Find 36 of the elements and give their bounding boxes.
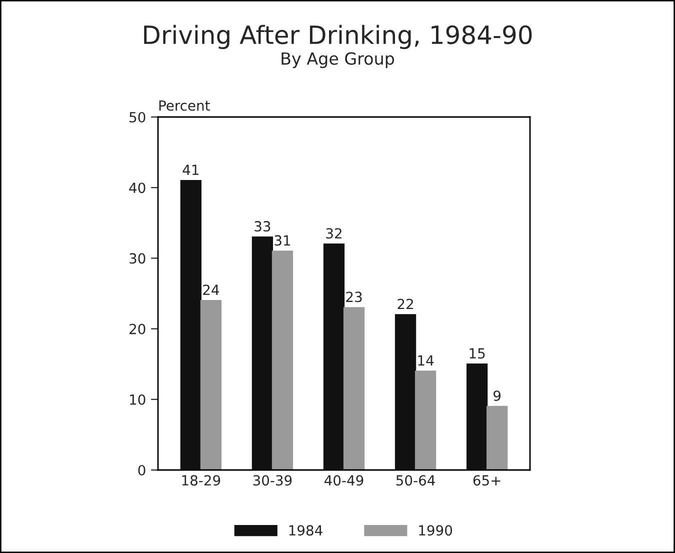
y-tick-label: 40 [129,182,146,194]
legend-label: 1984 [289,525,322,536]
chart-title: Driving After Drinking, 1984-90 [144,24,532,50]
y-tick-label: 0 [138,464,146,476]
data-label: 23 [346,292,362,302]
y-tick-label: 50 [130,112,146,122]
bar [394,314,416,470]
data-label: 31 [274,235,290,246]
x-tick-label: 40-49 [324,475,364,486]
bar [486,406,508,470]
x-tick-label: 50-64 [396,475,435,486]
bar [466,364,488,470]
data-label: 33 [254,221,270,232]
data-label: 32 [326,228,342,239]
legend-label: 1990 [419,525,452,536]
bar [323,244,345,470]
bar [343,307,365,470]
data-label: 9 [494,390,501,401]
chart-subtitle: By Age Group [282,52,394,68]
data-label: 22 [398,298,413,310]
bar [272,250,294,470]
bar [180,180,202,470]
y-tick-label: 30 [130,253,146,264]
x-tick-label: 30-39 [253,475,292,486]
y-tick-label: 20 [130,324,146,334]
x-tick-label: 18-29 [182,475,220,486]
bar [414,370,436,470]
data-label: 14 [418,355,434,366]
x-tick-label: 65+ [473,475,500,486]
data-label: 15 [470,348,485,359]
data-label: 41 [182,164,198,175]
data-label: 24 [203,284,219,295]
y-tick-label: 10 [130,394,146,405]
bar [252,236,274,470]
bar [200,300,222,470]
y-axis-title: Percent [159,100,210,111]
